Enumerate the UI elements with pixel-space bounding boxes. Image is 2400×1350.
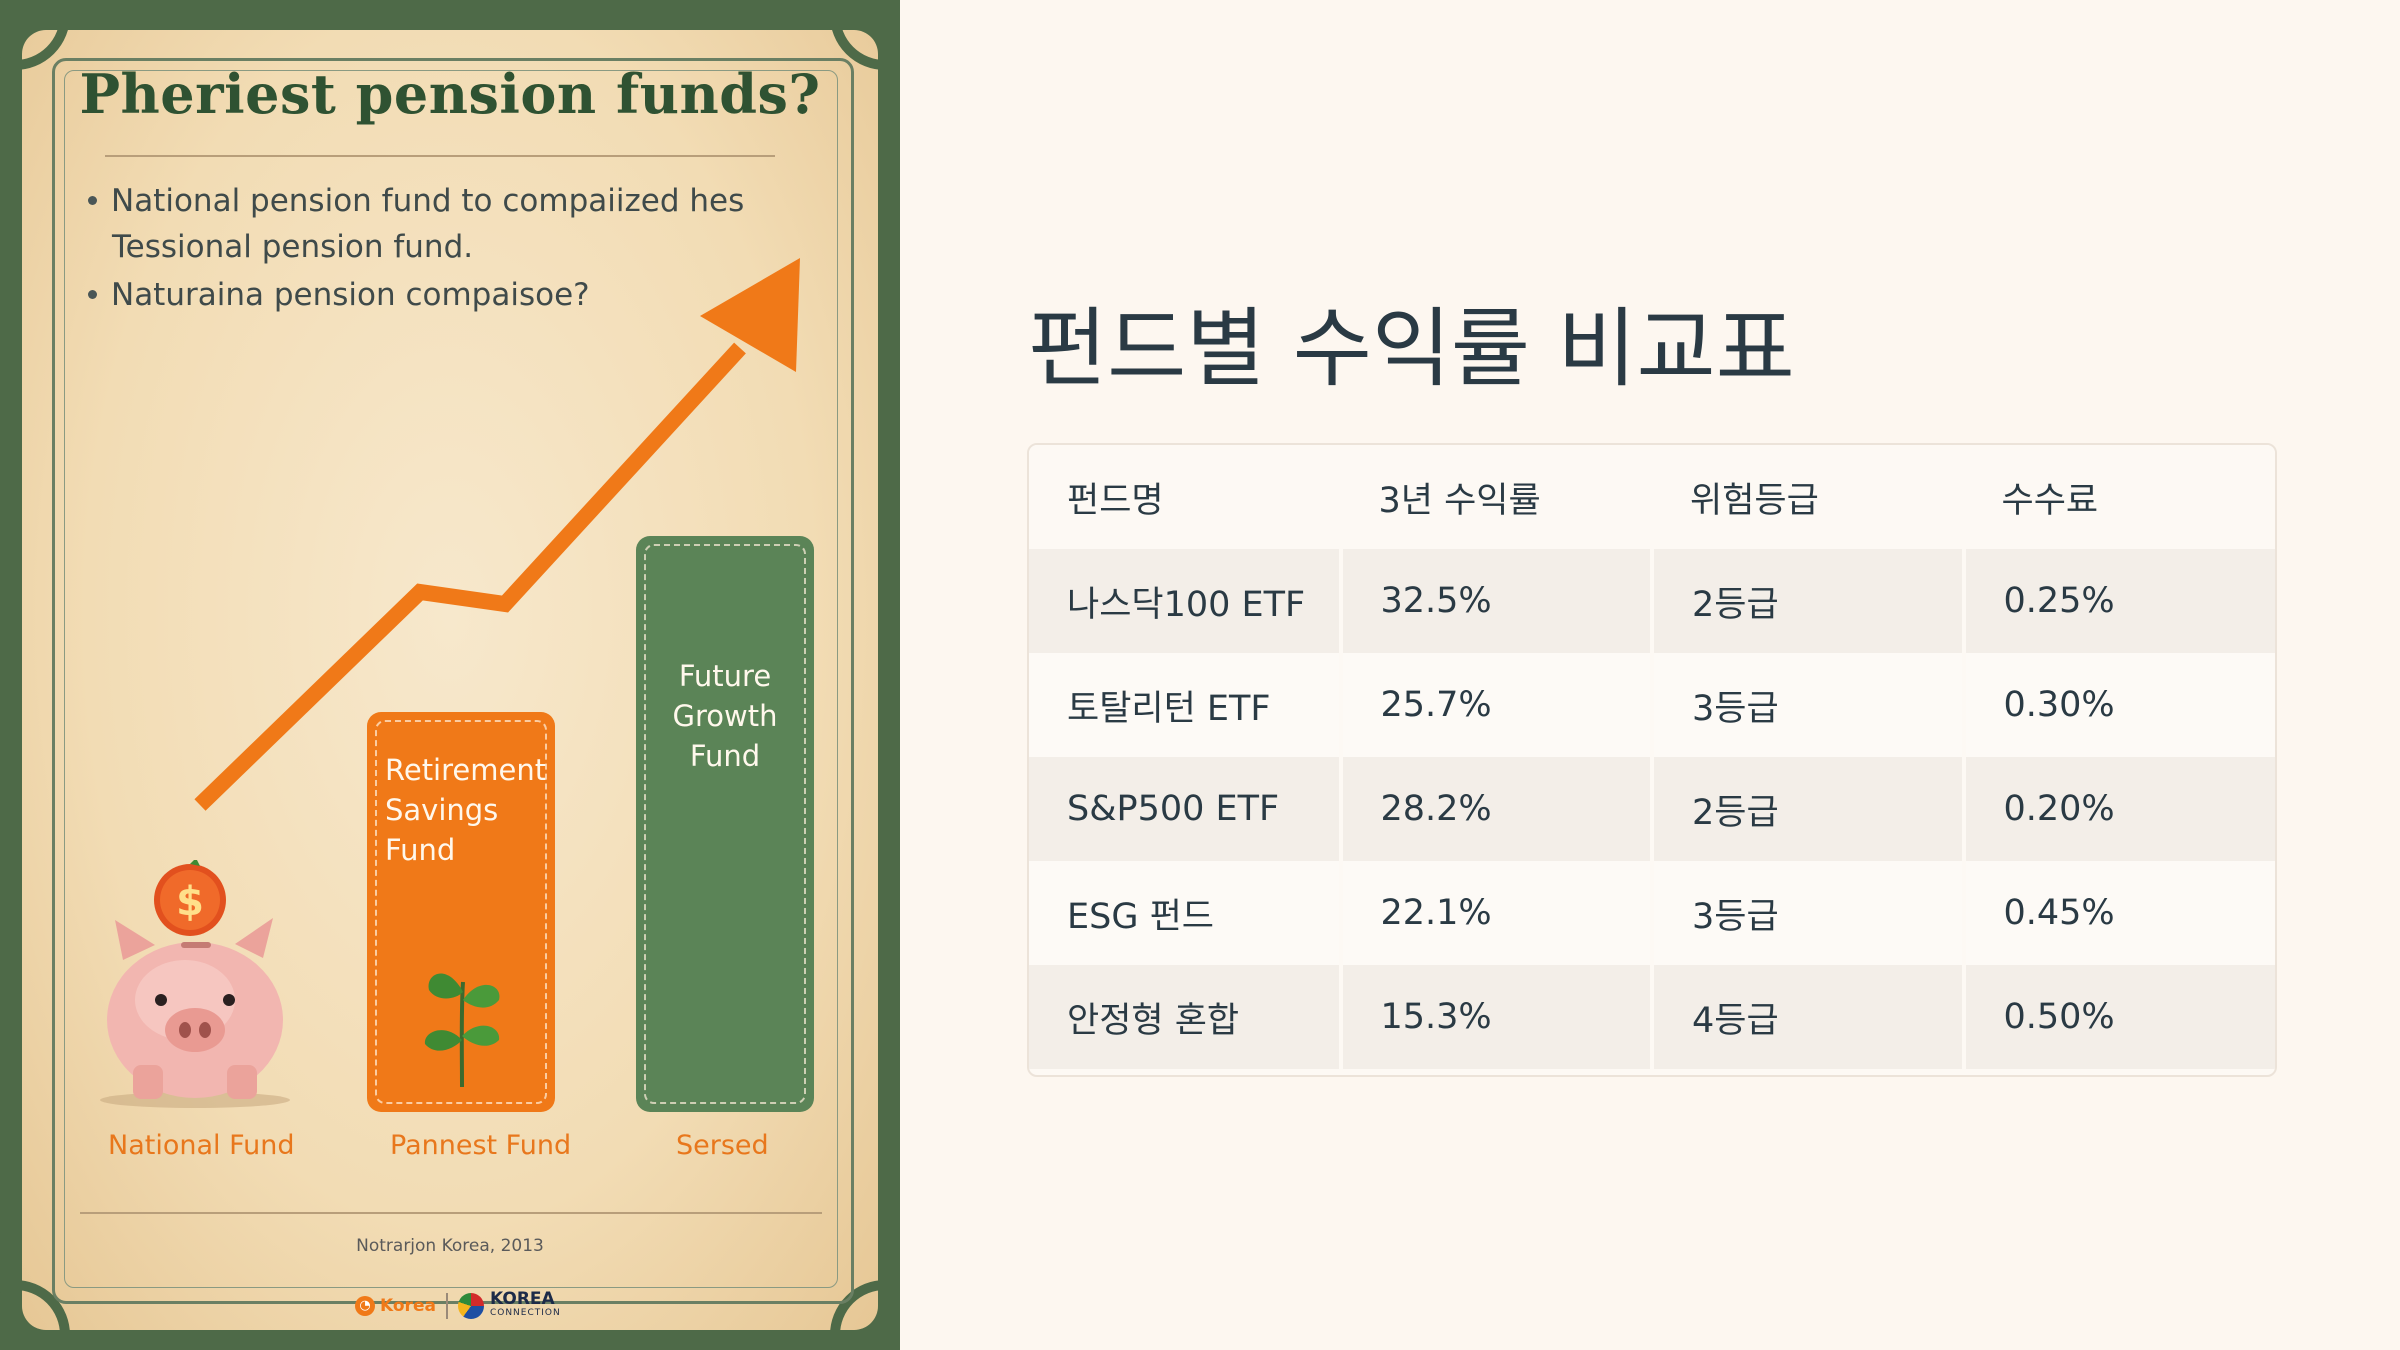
comparison-table: 펀드명 3년 수익률 위험등급 수수료 나스닥100 ETF 32.5% 2등급… <box>1029 445 2275 1069</box>
cell-fee: 0.25% <box>1961 549 2275 653</box>
bar-border <box>375 720 547 1104</box>
poster-title: Pheriest pension funds? <box>79 62 821 126</box>
cell-fund-name: ESG 펀드 <box>1029 861 1341 965</box>
poster-bullet-list: National pension fund to compaiized hes … <box>82 178 802 318</box>
sponsor-logos: ◔ Korea KOREA CONNECTION <box>355 1289 561 1320</box>
bullet-text: National pension fund to compaiized hes <box>111 183 745 219</box>
pig-caption: National Fund <box>108 1130 295 1161</box>
poster-illustration: Pheriest pension funds? National pension… <box>0 0 900 1350</box>
bar-label: Future Growth Fund <box>672 659 778 773</box>
cell-risk-grade: 2등급 <box>1650 549 1964 653</box>
bar-label: Retirement Savings Fund <box>385 753 547 867</box>
corner-ornament <box>0 0 70 70</box>
future-growth-bar: Future Growth Fund <box>636 536 814 1112</box>
cell-fee: 0.20% <box>1961 757 2275 861</box>
column-header-risk-grade: 위험등급 <box>1652 445 1964 549</box>
coin-symbol: $ <box>176 879 204 925</box>
corner-ornament <box>830 1280 900 1350</box>
retirement-savings-bar: Retirement Savings Fund <box>367 712 555 1112</box>
logo-text: KOREA <box>489 1289 555 1309</box>
cell-fee: 0.50% <box>1961 965 2275 1069</box>
bullet-dot-icon <box>88 290 97 299</box>
cell-3yr-return: 15.3% <box>1338 965 1652 1069</box>
cell-3yr-return: 22.1% <box>1338 861 1652 965</box>
cell-risk-grade: 4등급 <box>1650 965 1964 1069</box>
poster-footer: Notrarjon Korea, 2013 <box>356 1236 544 1256</box>
page-title: 펀드별 수익률 비교표 <box>1028 299 1795 399</box>
bullet-item: National pension fund to compaiized hes <box>82 178 802 224</box>
sprout-icon <box>424 973 500 1088</box>
cell-3yr-return: 25.7% <box>1338 653 1652 757</box>
growth-arrow-icon <box>194 258 800 811</box>
cell-fee: 0.30% <box>1961 653 2275 757</box>
corner-ornament <box>0 1280 70 1350</box>
cell-fund-name: 안정형 혼합 <box>1029 965 1341 1069</box>
table-row: 토탈리턴 ETF 25.7% 3등급 0.30% <box>1029 653 2275 757</box>
cell-3yr-return: 28.2% <box>1338 757 1652 861</box>
cell-fund-name: 토탈리턴 ETF <box>1029 653 1341 757</box>
cell-fund-name: 나스닥100 ETF <box>1029 549 1341 653</box>
column-header-3yr-return: 3년 수익률 <box>1340 445 1652 549</box>
bar-caption: Pannest Fund <box>390 1130 572 1161</box>
table-row: S&P500 ETF 28.2% 2등급 0.20% <box>1029 757 2275 861</box>
poster-frame-inner <box>64 70 838 1288</box>
corner-ornament <box>830 0 900 70</box>
column-header-fund-name: 펀드명 <box>1029 445 1341 549</box>
column-header-fee: 수수료 <box>1963 445 2275 549</box>
cell-3yr-return: 32.5% <box>1338 549 1652 653</box>
korea-connection-logo-icon <box>457 1293 484 1319</box>
bullet-text: Naturaina pension compaisoe? <box>111 277 590 313</box>
cell-fund-name: S&P500 ETF <box>1029 757 1341 861</box>
cell-risk-grade: 2등급 <box>1650 757 1964 861</box>
coin-icon: $ <box>154 860 226 936</box>
korea-logo-icon: ◔ <box>355 1296 375 1316</box>
table-header-row: 펀드명 3년 수익률 위험등급 수수료 <box>1029 445 2275 549</box>
bar-border <box>644 544 806 1104</box>
table-row: ESG 펀드 22.1% 3등급 0.45% <box>1029 861 2275 965</box>
cell-fee: 0.45% <box>1961 861 2275 965</box>
bullet-item: Naturaina pension compaisoe? <box>82 272 802 318</box>
bullet-dot-icon <box>88 196 97 205</box>
logo-text: Korea <box>380 1296 436 1316</box>
divider <box>80 1212 822 1214</box>
korea-logo: ◔ Korea <box>355 1296 436 1316</box>
cell-risk-grade: 3등급 <box>1650 653 1964 757</box>
logo-subtext: CONNECTION <box>489 1308 561 1318</box>
poster-frame <box>52 58 854 1304</box>
cell-risk-grade: 3등급 <box>1650 861 1964 965</box>
bullet-item-continued: Tessional pension fund. <box>112 229 474 265</box>
logo-separator <box>445 1293 448 1319</box>
fund-comparison-table: 펀드명 3년 수익률 위험등급 수수료 나스닥100 ETF 32.5% 2등급… <box>1027 443 2277 1077</box>
korea-connection-logo: KOREA CONNECTION <box>457 1289 561 1320</box>
piggy-bank-icon <box>100 918 290 1108</box>
bar-caption: Sersed <box>676 1130 769 1161</box>
table-row: 안정형 혼합 15.3% 4등급 0.50% <box>1029 965 2275 1069</box>
table-row: 나스닥100 ETF 32.5% 2등급 0.25% <box>1029 549 2275 653</box>
divider <box>105 155 775 157</box>
